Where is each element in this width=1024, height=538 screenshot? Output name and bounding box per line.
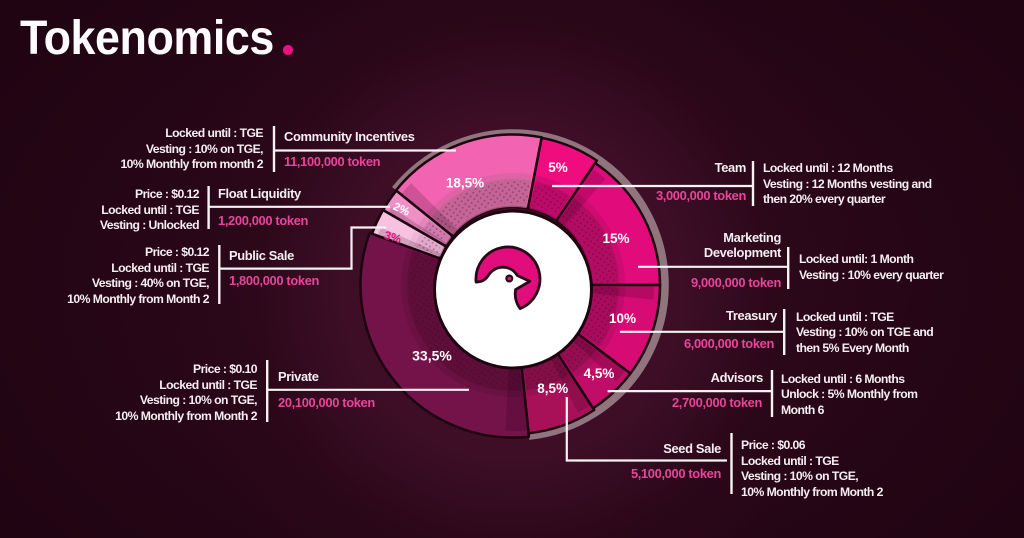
svg-text:3%: 3% xyxy=(382,228,403,247)
svg-text:18,5%: 18,5% xyxy=(446,176,484,191)
svg-text:4,5%: 4,5% xyxy=(584,366,615,381)
svg-text:10%: 10% xyxy=(609,311,636,326)
svg-text:5%: 5% xyxy=(548,160,568,175)
svg-text:33,5%: 33,5% xyxy=(412,348,452,364)
svg-text:8,5%: 8,5% xyxy=(537,381,568,396)
svg-text:15%: 15% xyxy=(602,231,629,246)
